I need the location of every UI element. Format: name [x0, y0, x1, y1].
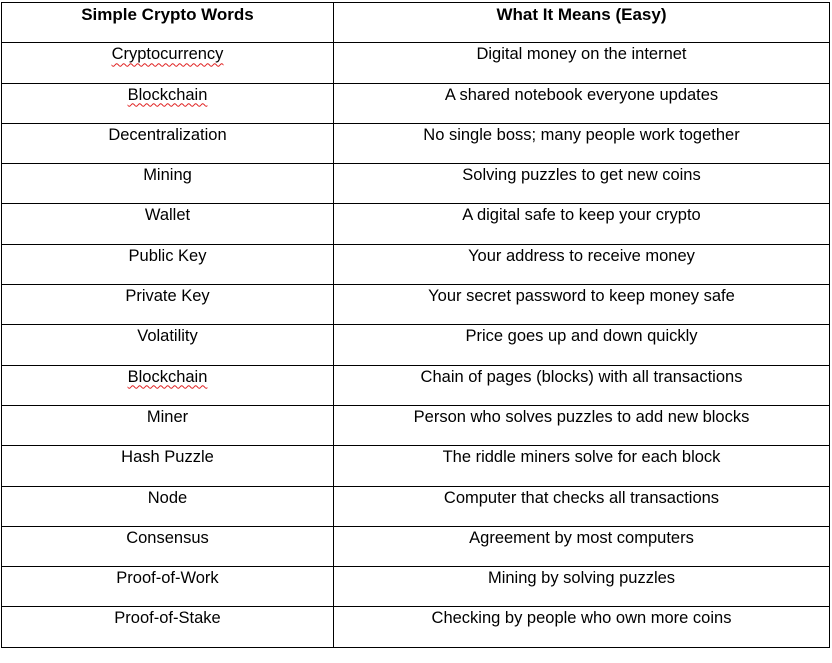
term-cell: Proof-of-Stake	[1, 606, 334, 648]
table-row: Proof-of-Work Mining by solving puzzles	[1, 566, 830, 608]
table-row: Blockchain A shared notebook everyone upd…	[1, 82, 830, 124]
meaning-cell: Mining by solving puzzles	[333, 566, 830, 608]
table-row: Volatility Price goes up and down quickly	[1, 324, 830, 366]
header-meaning: What It Means (Easy)	[333, 1, 830, 44]
crypto-glossary-table: Simple Crypto Words What It Means (Easy)…	[1, 1, 830, 648]
table-row: Private Key Your secret password to keep …	[1, 284, 830, 326]
table-row: Miner Person who solves puzzles to add ne…	[1, 404, 830, 447]
term-cell: Miner	[1, 404, 334, 447]
meaning-cell: Computer that checks all transactions	[333, 485, 830, 527]
meaning-cell: Solving puzzles to get new coins	[333, 163, 830, 205]
header-term: Simple Crypto Words	[1, 1, 334, 44]
term-text: Consensus	[126, 528, 209, 547]
term-text: Miner	[146, 407, 189, 426]
term-cell: Private Key	[1, 284, 334, 326]
table-row: Hash Puzzle The riddle miners solve for e…	[1, 445, 830, 487]
table-row: Public Key Your address to receive money	[1, 243, 830, 286]
table-row: Cryptocurrency Digital money on the inter…	[1, 42, 830, 84]
table-row: Decentralization No single boss; many peo…	[1, 122, 830, 165]
term-cell: Blockchain	[1, 364, 334, 406]
term-text: Cryptocurrency	[111, 45, 224, 64]
table-row: Proof-of-Stake Checking by people who own…	[1, 606, 830, 648]
term-text: Blockchain	[127, 367, 208, 386]
table-row: Wallet A digital safe to keep your crypto	[1, 203, 830, 245]
term-cell: Hash Puzzle	[1, 445, 334, 487]
meaning-cell: A shared notebook everyone updates	[333, 82, 830, 124]
meaning-cell: Price goes up and down quickly	[333, 324, 830, 366]
term-text: Proof-of-Stake	[114, 609, 221, 628]
meaning-cell: Person who solves puzzles to add new blo…	[333, 404, 830, 447]
meaning-cell: Your address to receive money	[333, 243, 830, 286]
term-text: Wallet	[144, 206, 191, 225]
term-text: Blockchain	[127, 85, 208, 104]
term-cell: Wallet	[1, 203, 334, 245]
table-row: Node Computer that checks all transaction…	[1, 485, 830, 527]
term-cell: Consensus	[1, 525, 334, 568]
meaning-cell: Digital money on the internet	[333, 42, 830, 84]
term-cell: Volatility	[1, 324, 334, 366]
term-text: Mining	[143, 166, 192, 185]
header-row: Simple Crypto Words What It Means (Easy)	[1, 1, 830, 44]
meaning-cell: Checking by people who own more coins	[333, 606, 830, 648]
term-text: Decentralization	[108, 125, 227, 144]
table-row: Consensus Agreement by most computers	[1, 525, 830, 568]
term-cell: Decentralization	[1, 122, 334, 165]
table-row: Mining Solving puzzles to get new coins	[1, 163, 830, 205]
term-text: Proof-of-Work	[116, 569, 219, 588]
meaning-cell: No single boss; many people work togethe…	[333, 122, 830, 165]
term-cell: Mining	[1, 163, 334, 205]
table-row: Blockchain Chain of pages (blocks) with a…	[1, 364, 830, 406]
meaning-cell: Chain of pages (blocks) with all transac…	[333, 364, 830, 406]
meaning-cell: A digital safe to keep your crypto	[333, 203, 830, 245]
term-cell: Public Key	[1, 243, 334, 286]
term-cell: Node	[1, 485, 334, 527]
term-text: Hash Puzzle	[121, 448, 214, 467]
meaning-cell: Your secret password to keep money safe	[333, 284, 830, 326]
term-text: Private Key	[125, 287, 210, 306]
term-text: Node	[147, 488, 188, 507]
meaning-cell: Agreement by most computers	[333, 525, 830, 568]
term-cell: Cryptocurrency	[1, 42, 334, 84]
term-text: Public Key	[128, 246, 207, 265]
term-text: Volatility	[137, 327, 198, 346]
meaning-cell: The riddle miners solve for each block	[333, 445, 830, 487]
term-cell: Proof-of-Work	[1, 566, 334, 608]
term-cell: Blockchain	[1, 82, 334, 124]
